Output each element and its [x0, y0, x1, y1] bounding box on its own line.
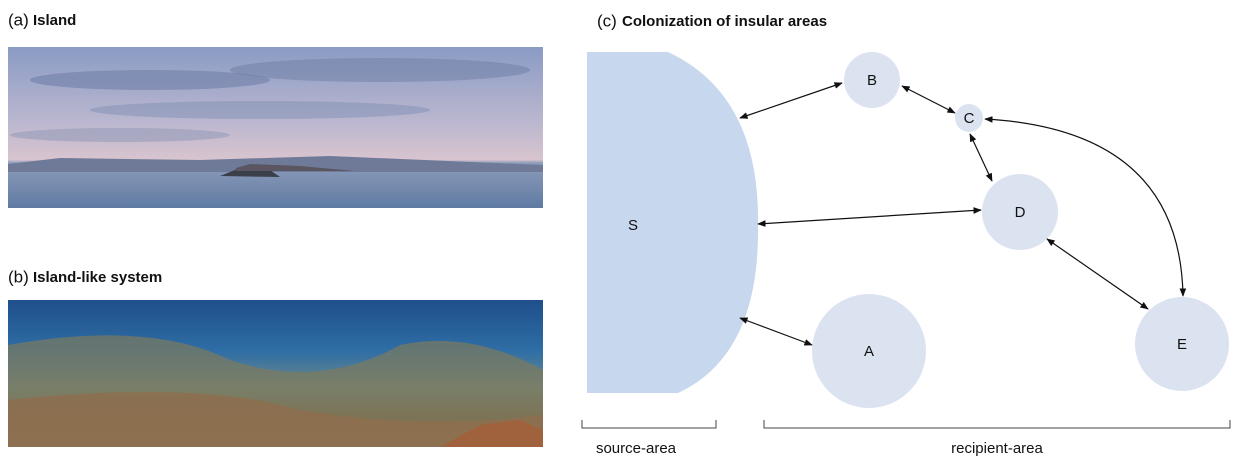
node-label: A [864, 343, 874, 360]
panel-title: Colonization of insular areas [622, 13, 827, 30]
photo-island-like-system [8, 300, 543, 447]
bracket [582, 420, 716, 428]
bracket-label: recipient-area [951, 440, 1043, 457]
source-shape [587, 52, 758, 393]
panel-label: (b) [8, 267, 29, 286]
arrow [1047, 239, 1148, 309]
panel-title: Island-like system [33, 269, 162, 286]
bracket [764, 420, 1230, 428]
arrow [740, 83, 842, 118]
panel-title: Island [33, 12, 76, 29]
node-label: C [964, 110, 975, 127]
node-label: E [1177, 336, 1187, 353]
node-label: S [628, 217, 638, 234]
photo-island [8, 47, 543, 208]
panel-label: (c) [597, 11, 617, 30]
arrow [740, 318, 812, 345]
bracket-label: source-area [596, 440, 677, 457]
node-label: B [867, 72, 877, 89]
arrow [970, 134, 992, 181]
figure: (a) Island (b) Island-like system (c) Co… [0, 0, 1239, 458]
arrow [902, 86, 955, 113]
node-label: D [1015, 204, 1026, 221]
panel-label: (a) [8, 10, 29, 29]
arrow [758, 210, 981, 224]
